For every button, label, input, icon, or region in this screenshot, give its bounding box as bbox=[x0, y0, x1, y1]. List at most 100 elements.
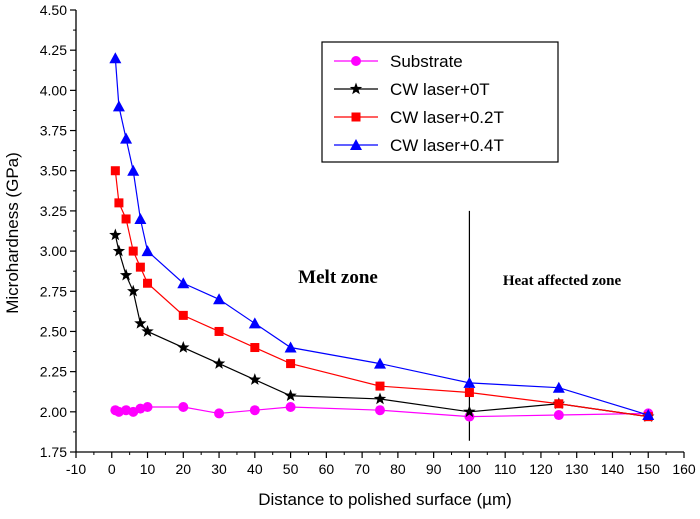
legend-label: CW laser+0T bbox=[390, 80, 490, 99]
data-point bbox=[142, 401, 153, 412]
data-point bbox=[285, 401, 296, 412]
series-layer bbox=[109, 52, 655, 422]
series-3 bbox=[109, 52, 655, 421]
data-point bbox=[127, 284, 140, 297]
data-point bbox=[374, 357, 386, 369]
data-point bbox=[554, 399, 564, 409]
y-tick-label: 2.50 bbox=[40, 323, 67, 339]
data-point bbox=[284, 341, 297, 353]
y-tick-label: 3.00 bbox=[40, 243, 67, 259]
data-point bbox=[373, 392, 387, 405]
y-axis-title: Microhardness (GPa) bbox=[3, 152, 22, 314]
data-point bbox=[249, 405, 260, 416]
data-point bbox=[214, 326, 224, 336]
heat-affected-zone-label: Heat affected zone bbox=[503, 273, 622, 289]
x-tick-label: 20 bbox=[176, 461, 192, 477]
legend-label: CW laser+0.2T bbox=[390, 108, 504, 127]
legend-label: Substrate bbox=[390, 52, 463, 71]
data-point bbox=[213, 293, 226, 305]
data-point bbox=[212, 357, 226, 369]
x-tick-label: 0 bbox=[108, 461, 116, 477]
data-point bbox=[135, 262, 145, 272]
data-point bbox=[552, 381, 565, 393]
x-tick-label: 30 bbox=[211, 461, 227, 477]
data-point bbox=[114, 198, 124, 208]
data-point bbox=[463, 405, 476, 418]
x-tick-label: 40 bbox=[247, 461, 263, 477]
series-2 bbox=[110, 166, 653, 422]
data-point bbox=[286, 359, 296, 369]
data-point bbox=[127, 164, 140, 176]
data-point bbox=[112, 244, 126, 257]
data-point bbox=[248, 373, 262, 385]
y-tick-label: 3.25 bbox=[40, 203, 67, 219]
x-tick-label: 80 bbox=[390, 461, 406, 477]
data-point bbox=[134, 212, 147, 224]
data-point bbox=[109, 228, 122, 241]
data-point bbox=[128, 246, 138, 256]
data-point bbox=[178, 401, 189, 412]
x-tick-label: 130 bbox=[565, 461, 589, 477]
y-tick-label: 2.00 bbox=[40, 404, 67, 420]
legend-box bbox=[321, 41, 559, 163]
y-tick-label: 2.75 bbox=[40, 283, 67, 299]
y-tick-label: 4.50 bbox=[40, 2, 67, 18]
x-tick-label: 140 bbox=[601, 461, 625, 477]
series-line bbox=[114, 58, 649, 416]
x-tick-label: 50 bbox=[283, 461, 299, 477]
x-tick-label: 90 bbox=[426, 461, 442, 477]
y-tick-label: 3.50 bbox=[40, 163, 67, 179]
data-point bbox=[112, 100, 125, 112]
data-point bbox=[178, 310, 188, 320]
x-tick-label: 120 bbox=[529, 461, 553, 477]
legend-marker bbox=[351, 112, 361, 122]
y-tick-label: 4.00 bbox=[40, 82, 67, 98]
data-point bbox=[553, 410, 564, 421]
data-point bbox=[109, 52, 122, 64]
melt-zone-label: Melt zone bbox=[298, 267, 378, 288]
x-tick-label: 110 bbox=[494, 461, 517, 477]
legend-label: CW laser+0.4T bbox=[390, 136, 504, 155]
y-tick-label: 3.75 bbox=[40, 123, 67, 139]
y-tick-label: 4.25 bbox=[40, 42, 67, 58]
data-point bbox=[250, 343, 260, 353]
data-point bbox=[110, 166, 120, 176]
y-tick-label: 1.75 bbox=[40, 444, 67, 460]
data-point bbox=[248, 317, 261, 329]
data-point bbox=[463, 376, 476, 388]
x-tick-label: 10 bbox=[140, 461, 156, 477]
x-tick-label: 100 bbox=[458, 461, 482, 477]
data-point bbox=[177, 341, 190, 353]
x-tick-label: 60 bbox=[319, 461, 335, 477]
y-tick-label: 2.25 bbox=[40, 364, 67, 380]
data-point bbox=[375, 405, 385, 416]
x-tick-label: 160 bbox=[672, 461, 696, 477]
legend: Substrate CW laser+0T CW laser+0.2T CW lase… bbox=[321, 41, 559, 163]
legend-marker bbox=[351, 56, 361, 66]
series-1 bbox=[109, 228, 655, 422]
data-point bbox=[214, 408, 225, 419]
data-point bbox=[375, 381, 385, 391]
x-axis-title: Distance to polished surface (µm) bbox=[258, 490, 512, 509]
legend-marker bbox=[349, 82, 363, 95]
series-line bbox=[114, 170, 649, 418]
data-point bbox=[141, 324, 154, 337]
series-0 bbox=[110, 401, 654, 422]
axes: -10 0 10 20 30 40 50 60 70 80 90 100 110 120 130 140 150… bbox=[40, 2, 696, 477]
x-tick-label: 150 bbox=[637, 461, 661, 477]
data-point bbox=[120, 132, 133, 144]
annotations: Melt zone Heat affected zone bbox=[298, 267, 621, 289]
data-point bbox=[284, 389, 297, 401]
data-point bbox=[121, 214, 131, 224]
data-point bbox=[134, 316, 147, 329]
legend-marker bbox=[350, 139, 362, 150]
data-point bbox=[464, 388, 474, 398]
data-point bbox=[143, 278, 153, 288]
data-point bbox=[642, 409, 655, 421]
data-point bbox=[119, 268, 133, 281]
x-tick-label: 70 bbox=[354, 461, 370, 477]
data-point bbox=[141, 245, 154, 257]
data-point bbox=[177, 277, 190, 289]
x-tick-label: -10 bbox=[66, 461, 86, 477]
